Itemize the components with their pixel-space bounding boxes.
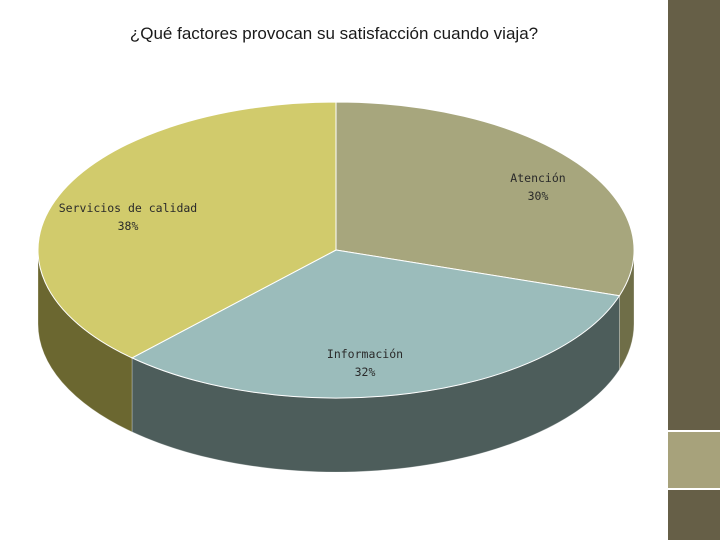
chart-title: ¿Qué factores provocan su satisfacción c…: [129, 24, 539, 43]
pie-chart: Atención 30% Información 32% Servicios de ca…: [37, 101, 635, 473]
slice-label-servicios-de-calidad: Servicios de calidad: [59, 201, 197, 215]
pie-tops: [37, 101, 635, 399]
slice-label-atencion: Atención: [510, 171, 565, 185]
slice-value-servicios-de-calidad: 38%: [118, 219, 139, 233]
slice-value-atencion: 30%: [528, 189, 549, 203]
pie-slice-informacion: [130, 249, 621, 399]
side-bar-divider: [666, 0, 668, 540]
decorative-side-bar: [666, 0, 720, 540]
side-bar-gap-bottom: [668, 488, 720, 490]
pie-slice-atencion: [335, 101, 635, 297]
side-bar-accent-block: [668, 432, 720, 488]
side-bar-gap-top: [668, 430, 720, 432]
slice-value-informacion: 32%: [355, 365, 376, 379]
pie-slice-servicios-de-calidad: [37, 101, 337, 359]
slice-label-informacion: Información: [327, 347, 403, 361]
pie-labels: Atención 30% Información 32% Servicios de ca…: [59, 171, 566, 379]
